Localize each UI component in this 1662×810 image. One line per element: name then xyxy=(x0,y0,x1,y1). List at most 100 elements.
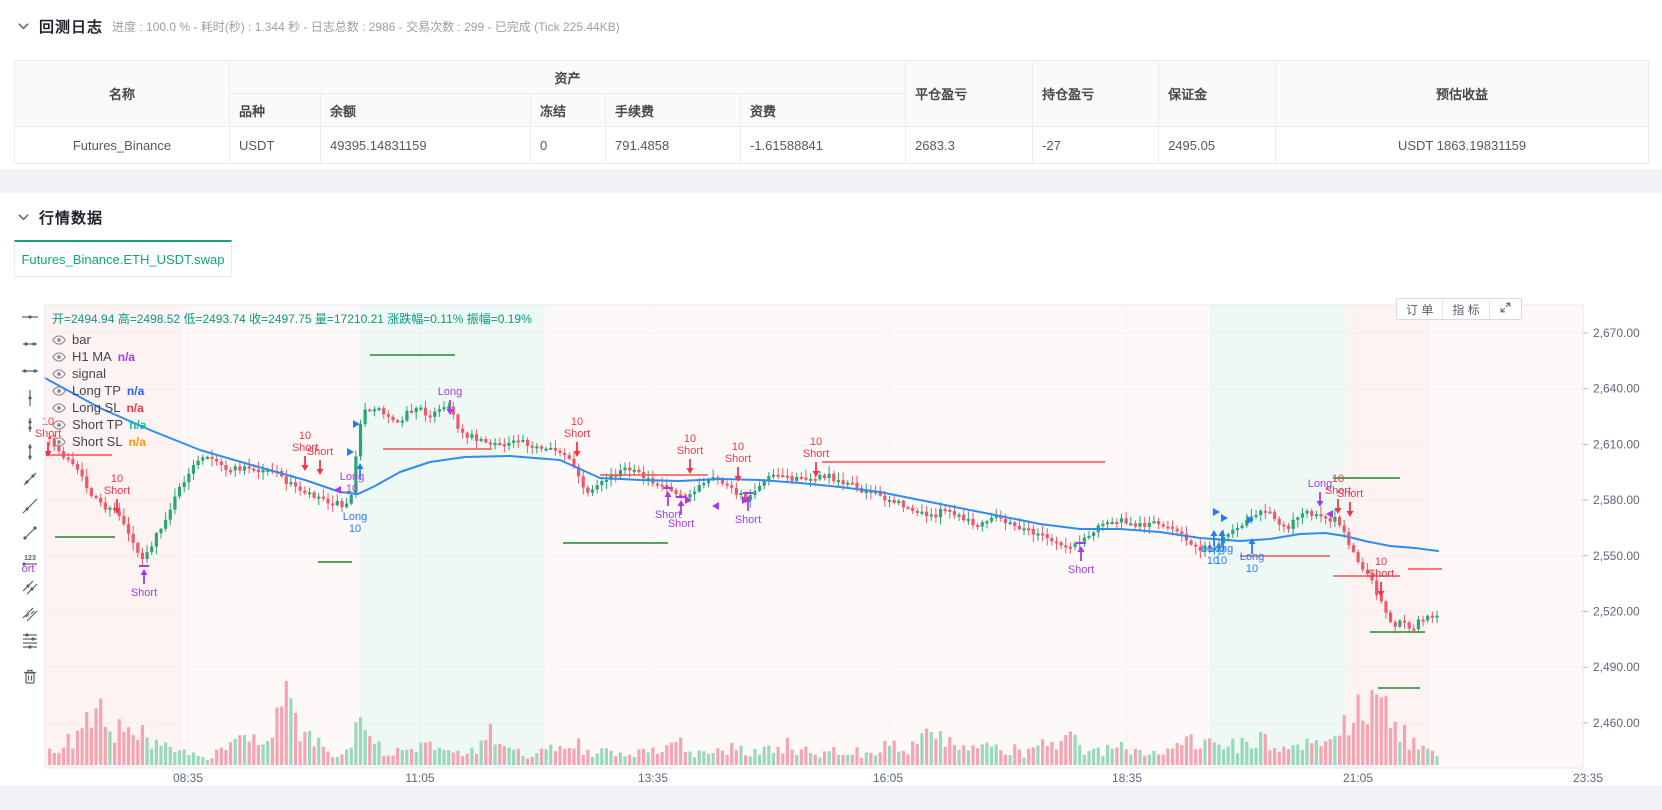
candle xyxy=(215,458,219,462)
volume-bar xyxy=(465,753,469,765)
candle xyxy=(512,440,516,443)
svg-text:123: 123 xyxy=(24,555,36,562)
cell-open-pnl: -27 xyxy=(1032,126,1160,164)
segment-line-icon[interactable] xyxy=(20,524,40,542)
candle xyxy=(693,491,697,495)
parallel-channel-icon[interactable] xyxy=(20,605,40,623)
candle xyxy=(303,490,307,494)
orders-button[interactable]: 订 单 xyxy=(1406,302,1434,317)
indicators-button[interactable]: 指 标 xyxy=(1452,302,1480,317)
volume-bar xyxy=(887,745,892,765)
collapse-chevron-icon[interactable] xyxy=(16,20,30,34)
candle xyxy=(1351,545,1356,553)
down-arrow-icon xyxy=(1334,508,1342,514)
up-arrow-icon xyxy=(664,491,672,497)
ray-line-icon[interactable] xyxy=(20,497,40,515)
candle xyxy=(929,514,933,517)
volume-bar xyxy=(1031,747,1035,765)
candle xyxy=(252,468,256,471)
candle xyxy=(201,457,205,461)
volume-bar xyxy=(85,712,89,765)
candle xyxy=(1022,528,1026,531)
candle xyxy=(702,483,706,486)
down-arrow-icon xyxy=(1346,511,1354,517)
down-arrow-icon xyxy=(1316,501,1324,507)
eye-icon[interactable] xyxy=(52,435,66,449)
down-arrow-icon xyxy=(686,468,694,474)
volume-bar xyxy=(660,751,664,765)
eye-icon[interactable] xyxy=(52,418,66,432)
volume-bar xyxy=(966,750,970,765)
horizontal-ray-icon[interactable] xyxy=(20,362,40,380)
volume-bar xyxy=(126,727,131,765)
candle xyxy=(1435,615,1439,618)
candle xyxy=(136,542,140,553)
parallel-lines-icon[interactable] xyxy=(20,578,40,596)
volume-bar xyxy=(168,746,172,765)
volume-bar xyxy=(1259,731,1263,765)
vertical-line-icon[interactable] xyxy=(20,389,40,407)
volume-bar xyxy=(1147,754,1151,765)
market-data-panel: 行情数据 Futures_Binance.ETH_USDT.swap 10 Sho… xyxy=(0,193,1662,786)
volume-bar xyxy=(665,745,669,765)
volume-bar xyxy=(414,752,418,765)
collapse-chevron-icon[interactable] xyxy=(16,211,30,225)
volume-bar xyxy=(567,748,571,765)
volume-bar xyxy=(238,735,242,765)
candle xyxy=(989,517,994,522)
volume-bar xyxy=(1175,742,1179,765)
volume-bar xyxy=(1143,755,1147,765)
y-axis-label: 2,610.00 xyxy=(1593,437,1640,451)
volume-bar xyxy=(154,739,158,765)
trash-icon[interactable] xyxy=(20,667,40,685)
fib-retracement-icon[interactable] xyxy=(20,632,40,650)
candle xyxy=(1416,619,1421,630)
candle xyxy=(474,434,479,442)
candle xyxy=(1412,628,1416,631)
horizontal-line-icon[interactable] xyxy=(20,308,40,326)
volume-bar xyxy=(1115,747,1119,765)
candle xyxy=(660,484,664,487)
trade-marker-label: Long xyxy=(343,511,367,523)
candle xyxy=(1054,541,1059,544)
horizontal-segment-icon[interactable] xyxy=(20,335,40,353)
candle xyxy=(266,469,270,472)
fullscreen-button[interactable] xyxy=(1490,299,1521,319)
candle xyxy=(1045,534,1049,539)
cell-est-profit: USDT 1863.19831159 xyxy=(1275,126,1650,164)
candle xyxy=(1138,523,1142,527)
candle xyxy=(553,447,557,451)
eye-icon[interactable] xyxy=(52,401,66,415)
volume-bar xyxy=(790,749,794,765)
candle xyxy=(604,479,609,482)
volume-bar xyxy=(744,755,748,765)
vertical-segment-icon[interactable] xyxy=(20,416,40,434)
candle xyxy=(177,486,182,497)
volume-bar xyxy=(1291,745,1295,765)
eye-icon[interactable] xyxy=(52,367,66,381)
eye-icon[interactable] xyxy=(52,333,66,347)
candle xyxy=(1170,526,1175,529)
volume-bar xyxy=(396,747,400,765)
trend-line-icon[interactable] xyxy=(20,470,40,488)
volume-bar xyxy=(836,754,841,765)
volume-bar xyxy=(386,755,390,765)
eye-icon[interactable] xyxy=(52,350,66,364)
candle xyxy=(985,521,989,524)
candle xyxy=(1119,518,1124,523)
candle xyxy=(57,446,61,452)
candle xyxy=(1328,518,1332,522)
volume-bar xyxy=(210,758,214,765)
candle xyxy=(544,448,548,451)
eye-icon[interactable] xyxy=(52,384,66,398)
volume-bar xyxy=(335,757,339,765)
price-note-icon[interactable]: 123 xyxy=(20,551,40,569)
candle xyxy=(488,442,493,445)
trade-marker-label: Short xyxy=(803,448,829,460)
vertical-ray-icon[interactable] xyxy=(20,443,40,461)
volume-bar xyxy=(75,730,80,765)
asset-table: 名称 资产 平仓盈亏 持仓盈亏 保证金 预估收益 品种 余额 冻结 手续费 资费 xyxy=(14,60,1650,164)
tab-futures-binance-eth-usdt-swap[interactable]: Futures_Binance.ETH_USDT.swap xyxy=(14,240,232,277)
candle xyxy=(1226,533,1230,537)
